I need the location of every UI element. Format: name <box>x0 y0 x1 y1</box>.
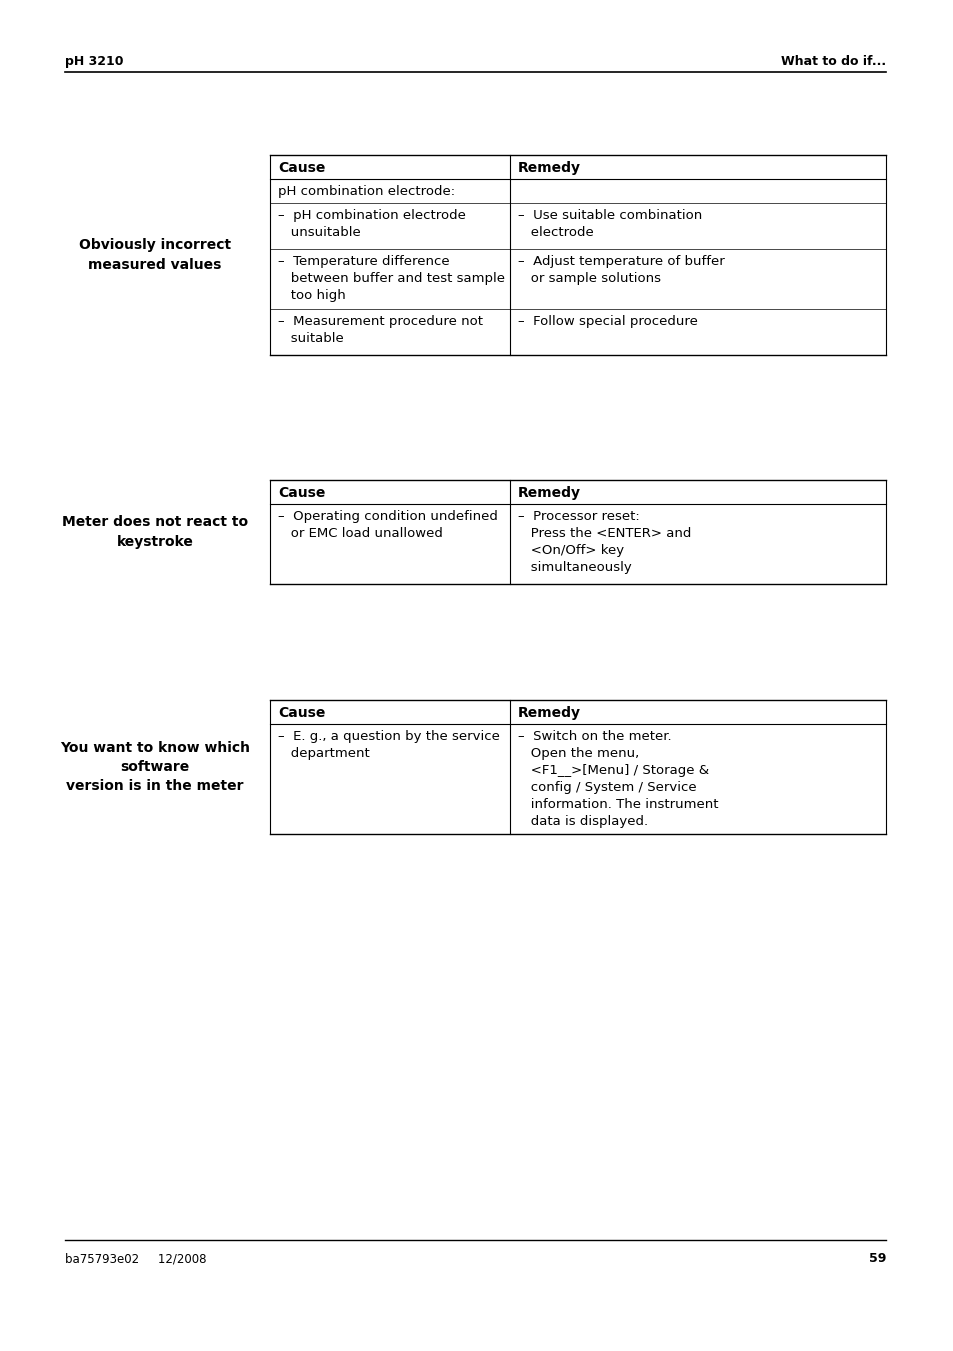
Text: –  E. g., a question by the service
   department: – E. g., a question by the service depar… <box>277 730 499 761</box>
Text: You want to know which
software
version is in the meter: You want to know which software version … <box>60 740 250 793</box>
Text: –  Operating condition undefined
   or EMC load unallowed: – Operating condition undefined or EMC l… <box>277 509 497 540</box>
Text: Cause: Cause <box>277 486 325 500</box>
Text: What to do if...: What to do if... <box>781 55 885 68</box>
Text: Meter does not react to
keystroke: Meter does not react to keystroke <box>62 515 248 549</box>
Text: –  Adjust temperature of buffer
   or sample solutions: – Adjust temperature of buffer or sample… <box>517 255 724 285</box>
Text: –  Switch on the meter.
   Open the menu,
   <F1__>[Menu] / Storage &
   config : – Switch on the meter. Open the menu, <F… <box>517 730 718 828</box>
Text: Cause: Cause <box>277 161 325 176</box>
Text: –  Temperature difference
   between buffer and test sample
   too high: – Temperature difference between buffer … <box>277 255 504 303</box>
Text: 59: 59 <box>868 1252 885 1265</box>
Text: –  pH combination electrode
   unsuitable: – pH combination electrode unsuitable <box>277 209 465 239</box>
Text: –  Follow special procedure: – Follow special procedure <box>517 315 698 328</box>
Text: Remedy: Remedy <box>517 486 580 500</box>
Text: pH 3210: pH 3210 <box>65 55 123 68</box>
Text: Obviously incorrect
measured values: Obviously incorrect measured values <box>79 238 231 272</box>
Text: –  Use suitable combination
   electrode: – Use suitable combination electrode <box>517 209 701 239</box>
Text: Cause: Cause <box>277 707 325 720</box>
Text: Remedy: Remedy <box>517 707 580 720</box>
Text: pH combination electrode:: pH combination electrode: <box>277 185 455 199</box>
Text: ba75793e02     12/2008: ba75793e02 12/2008 <box>65 1252 206 1265</box>
Text: –  Measurement procedure not
   suitable: – Measurement procedure not suitable <box>277 315 482 345</box>
Text: –  Processor reset:
   Press the <ENTER> and
   <On/Off> key
   simultaneously: – Processor reset: Press the <ENTER> and… <box>517 509 691 574</box>
Text: Remedy: Remedy <box>517 161 580 176</box>
